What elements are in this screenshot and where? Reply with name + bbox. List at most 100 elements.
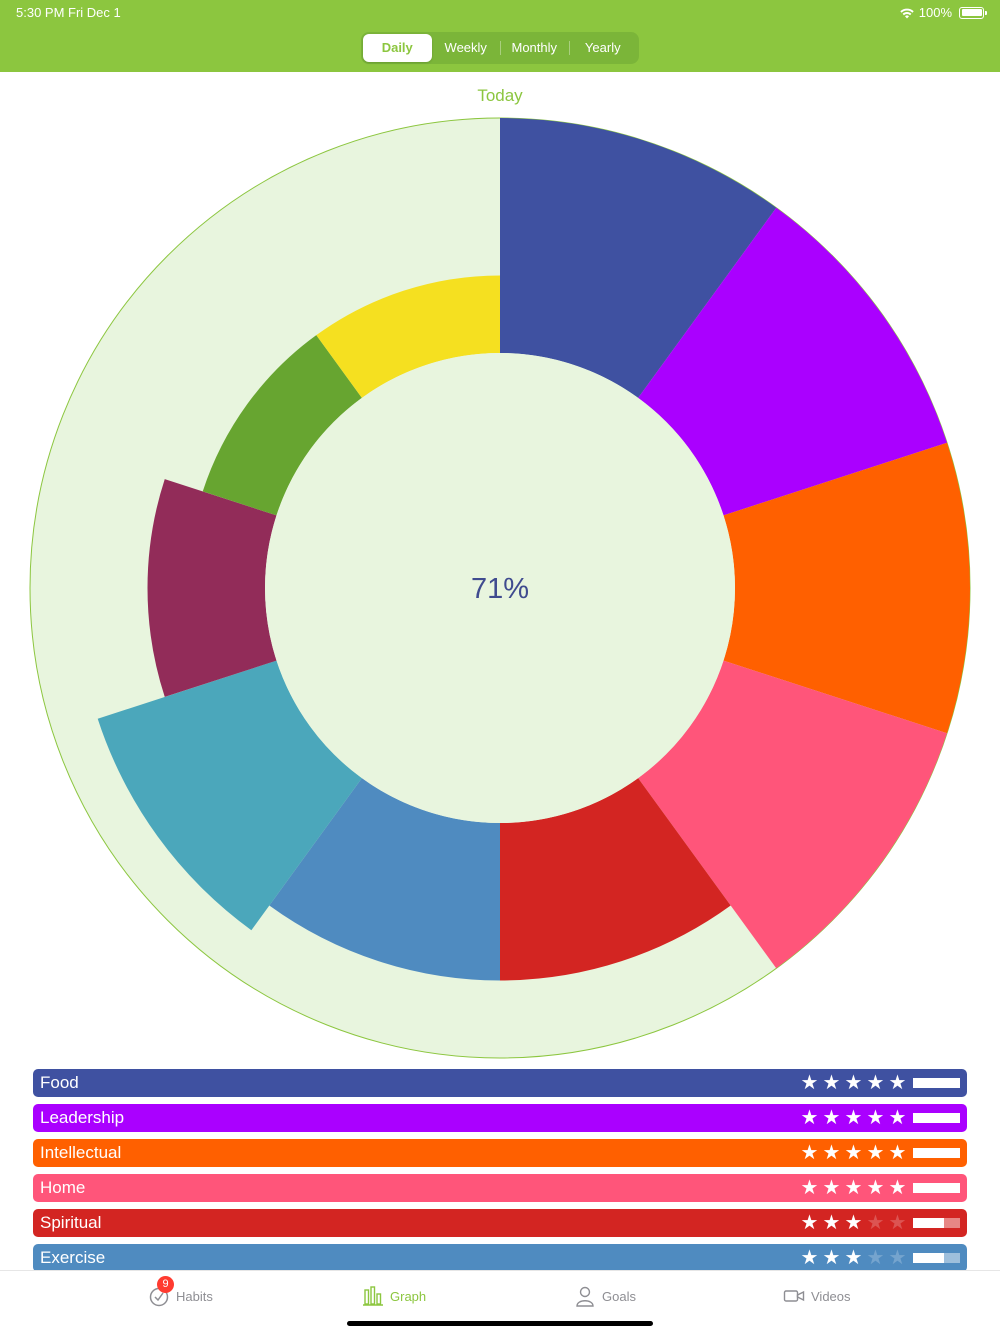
progress-bar bbox=[913, 1148, 960, 1158]
category-row-food[interactable]: Food ★ ★ ★ ★ ★ bbox=[33, 1069, 967, 1097]
progress-bar bbox=[913, 1183, 960, 1193]
chart-slice-9 bbox=[202, 335, 362, 516]
tab-habits[interactable]: 9 Habits bbox=[148, 1276, 213, 1307]
tab-graph[interactable]: Graph bbox=[362, 1285, 426, 1307]
home-indicator bbox=[347, 1321, 653, 1326]
category-row-home[interactable]: Home ★ ★ ★ ★ ★ bbox=[33, 1174, 967, 1202]
star-filled-icon: ★ bbox=[822, 1142, 841, 1164]
progress-bar bbox=[913, 1253, 960, 1263]
star-filled-icon: ★ bbox=[800, 1142, 819, 1164]
progress-fill bbox=[913, 1148, 960, 1158]
chart-slice-8 bbox=[147, 479, 277, 697]
star-filled-icon: ★ bbox=[822, 1247, 841, 1269]
tab-graph-label: Graph bbox=[390, 1288, 427, 1304]
status-time: 5:30 PM Fri Dec 1 bbox=[16, 5, 121, 20]
star-filled-icon: ★ bbox=[866, 1107, 885, 1129]
category-list: Food ★ ★ ★ ★ ★ Leadership ★ ★ ★ ★ ★ Intellectual ★ ★ ★ ★… bbox=[33, 1069, 967, 1270]
star-filled-icon: ★ bbox=[844, 1107, 863, 1129]
tab-videos-label: Videos bbox=[811, 1288, 851, 1304]
chart-center-label: 71% bbox=[471, 573, 529, 605]
star-rating: ★ ★ ★ ★ ★ bbox=[799, 1108, 908, 1128]
battery-icon bbox=[959, 6, 987, 19]
segment-daily[interactable]: Daily bbox=[363, 34, 432, 62]
category-row-exercise[interactable]: Exercise ★ ★ ★ ★ ★ bbox=[33, 1244, 967, 1270]
category-label: Food bbox=[40, 1073, 79, 1092]
star-rating: ★ ★ ★ ★ ★ bbox=[799, 1143, 908, 1163]
chart-slice-3 bbox=[723, 442, 971, 734]
category-label: Intellectual bbox=[40, 1143, 122, 1162]
wifi-icon bbox=[900, 8, 914, 18]
habits-badge: 9 bbox=[157, 1276, 174, 1293]
star-filled-icon: ★ bbox=[800, 1107, 819, 1129]
category-label: Spiritual bbox=[40, 1213, 102, 1232]
star-filled-icon: ★ bbox=[844, 1212, 863, 1234]
battery-percent: 100% bbox=[918, 5, 952, 20]
star-filled-icon: ★ bbox=[844, 1247, 863, 1269]
progress-fill bbox=[913, 1183, 960, 1193]
video-camera-icon bbox=[783, 1285, 805, 1307]
chart-center bbox=[265, 353, 735, 823]
top-header: 5:30 PM Fri Dec 1 100% Daily Weekly Mont… bbox=[0, 0, 1000, 72]
progress-fill bbox=[913, 1218, 945, 1228]
progress-bar bbox=[913, 1218, 960, 1228]
star-filled-icon: ★ bbox=[888, 1072, 907, 1094]
star-filled-icon: ★ bbox=[888, 1107, 907, 1129]
category-row-spiritual[interactable]: Spiritual ★ ★ ★ ★ ★ bbox=[33, 1209, 967, 1237]
star-filled-icon: ★ bbox=[800, 1247, 819, 1269]
star-filled-icon: ★ bbox=[822, 1212, 841, 1234]
category-label: Home bbox=[40, 1178, 86, 1197]
segment-weekly[interactable]: Weekly bbox=[444, 40, 487, 55]
star-rating: ★ ★ ★ ★ ★ bbox=[799, 1178, 908, 1198]
category-label: Leadership bbox=[40, 1108, 125, 1127]
progress-fill bbox=[913, 1078, 960, 1088]
polar-area-chart: 71% bbox=[29, 117, 971, 1059]
star-filled-icon: ★ bbox=[866, 1072, 885, 1094]
star-filled-icon: ★ bbox=[844, 1177, 863, 1199]
tab-habits-label: Habits bbox=[176, 1288, 213, 1304]
chart-slice-4 bbox=[638, 660, 947, 969]
chart-slice-2 bbox=[638, 207, 947, 516]
bar-chart-icon bbox=[362, 1285, 384, 1307]
star-empty-icon: ★ bbox=[888, 1212, 907, 1234]
star-empty-icon: ★ bbox=[866, 1212, 885, 1234]
star-filled-icon: ★ bbox=[866, 1142, 885, 1164]
progress-bar bbox=[913, 1113, 960, 1123]
chart-slice-6 bbox=[269, 778, 500, 981]
star-filled-icon: ★ bbox=[888, 1142, 907, 1164]
chart-slice-10 bbox=[316, 275, 500, 398]
star-filled-icon: ★ bbox=[844, 1072, 863, 1094]
chart-slice-5 bbox=[500, 778, 731, 981]
chart-title: Today bbox=[477, 86, 523, 105]
star-filled-icon: ★ bbox=[800, 1072, 819, 1094]
star-filled-icon: ★ bbox=[800, 1177, 819, 1199]
period-segmented-control: Daily Weekly Monthly Yearly bbox=[361, 32, 639, 64]
category-row-intellectual[interactable]: Intellectual ★ ★ ★ ★ ★ bbox=[33, 1139, 967, 1167]
star-filled-icon: ★ bbox=[844, 1142, 863, 1164]
star-filled-icon: ★ bbox=[822, 1107, 841, 1129]
star-filled-icon: ★ bbox=[888, 1177, 907, 1199]
habits-icon: 9 bbox=[148, 1276, 174, 1307]
segment-monthly[interactable]: Monthly bbox=[500, 34, 569, 62]
star-rating: ★ ★ ★ ★ ★ bbox=[799, 1073, 908, 1093]
progress-fill bbox=[913, 1253, 945, 1263]
star-filled-icon: ★ bbox=[866, 1177, 885, 1199]
star-empty-icon: ★ bbox=[888, 1247, 907, 1269]
progress-bar bbox=[913, 1078, 960, 1088]
star-filled-icon: ★ bbox=[822, 1177, 841, 1199]
tab-videos[interactable]: Videos bbox=[783, 1285, 851, 1307]
chart-slice-7 bbox=[97, 660, 362, 931]
progress-fill bbox=[913, 1113, 960, 1123]
person-icon bbox=[574, 1285, 596, 1307]
chart-slice-1 bbox=[500, 118, 777, 398]
star-filled-icon: ★ bbox=[800, 1212, 819, 1234]
category-label: Exercise bbox=[40, 1248, 106, 1267]
status-indicators: 100% bbox=[900, 5, 987, 20]
category-row-leadership[interactable]: Leadership ★ ★ ★ ★ ★ bbox=[33, 1104, 967, 1132]
star-rating: ★ ★ ★ ★ ★ bbox=[799, 1213, 908, 1233]
star-rating: ★ ★ ★ ★ ★ bbox=[799, 1248, 908, 1268]
star-empty-icon: ★ bbox=[866, 1247, 885, 1269]
tab-goals[interactable]: Goals bbox=[574, 1285, 636, 1307]
segment-yearly[interactable]: Yearly bbox=[568, 34, 638, 62]
tab-goals-label: Goals bbox=[602, 1288, 636, 1304]
star-filled-icon: ★ bbox=[822, 1072, 841, 1094]
